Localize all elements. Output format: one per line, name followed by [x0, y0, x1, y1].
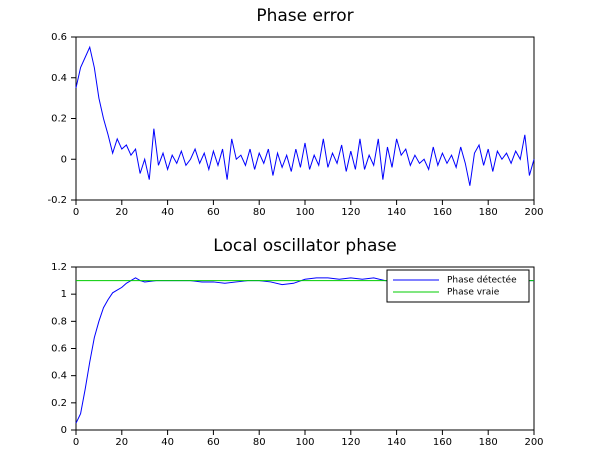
x-tick-label: 140	[387, 437, 406, 448]
x-tick-label: 0	[73, 207, 79, 218]
x-tick-label: 40	[161, 207, 174, 218]
data-line	[75, 45, 535, 186]
y-tick-label: 0.2	[51, 398, 67, 409]
x-tick-label: 120	[341, 207, 360, 218]
y-tick-label: 1.2	[51, 262, 67, 273]
x-tick-label: 200	[524, 437, 543, 448]
x-tick-label: 20	[115, 207, 128, 218]
x-tick-label: 100	[295, 437, 314, 448]
x-tick-label: 120	[341, 437, 360, 448]
plot-frame	[75, 36, 535, 201]
y-tick-label: 0	[61, 425, 67, 436]
x-tick-label: 160	[433, 437, 452, 448]
y-tick-label: 0	[61, 154, 67, 165]
y-tick-label: 0.6	[51, 344, 67, 355]
y-tick-label: 0.2	[51, 114, 67, 125]
y-tick-label: 0.8	[51, 316, 67, 327]
chart-title: Phase error	[256, 6, 353, 26]
y-tick-label: 0.6	[51, 32, 67, 43]
x-tick-label: 160	[433, 207, 452, 218]
x-tick-label: 40	[161, 437, 174, 448]
legend-box	[386, 269, 530, 303]
x-tick-label: 180	[479, 207, 498, 218]
x-tick-label: 80	[253, 207, 266, 218]
legend-label: Phase détectée	[447, 275, 517, 286]
x-tick-label: 200	[524, 207, 543, 218]
y-tick-label: 1	[61, 289, 67, 300]
x-tick-label: 20	[115, 437, 128, 448]
x-tick-label: 80	[253, 437, 266, 448]
x-tick-label: 180	[479, 437, 498, 448]
y-tick-label: -0.2	[47, 195, 67, 206]
x-tick-label: 0	[73, 437, 79, 448]
legend: Phase détectée Phase vraie	[386, 269, 530, 303]
legend-label: Phase vraie	[447, 288, 500, 298]
x-tick-label: 140	[387, 207, 406, 218]
chart-title: Local oscillator phase	[213, 236, 396, 256]
y-tick-label: 0.4	[51, 371, 67, 382]
x-tick-label: 60	[207, 437, 220, 448]
x-tick-label: 60	[207, 207, 220, 218]
y-tick-label: 0.4	[51, 73, 67, 84]
x-tick-label: 100	[295, 207, 314, 218]
